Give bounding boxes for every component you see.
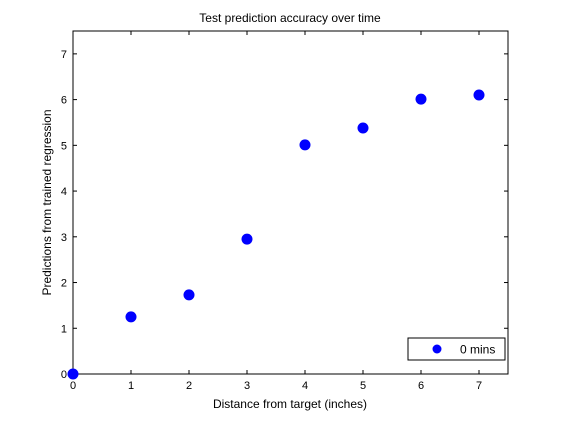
- x-tick-label: 1: [128, 380, 134, 392]
- x-tick-label: 4: [302, 380, 308, 392]
- chart-title: Test prediction accuracy over time: [199, 11, 381, 25]
- plot-area: [72, 30, 509, 375]
- y-tick-label: 2: [61, 278, 67, 290]
- x-tick-label: 5: [360, 380, 366, 392]
- y-tick-label: 0: [61, 369, 67, 381]
- data-point: [415, 93, 427, 105]
- axis-ticks: 0 1 2 3 4 5 6 7 0 1 2 3 4 5 6 7: [61, 31, 508, 392]
- data-point: [183, 289, 195, 301]
- legend-box: [407, 337, 506, 361]
- data-point: [473, 89, 485, 101]
- data-points: [67, 89, 485, 380]
- y-tick-label: 4: [61, 186, 67, 198]
- x-tick-label: 2: [186, 380, 192, 392]
- x-tick-label: 0: [70, 380, 76, 392]
- legend-marker: [432, 344, 442, 354]
- y-tick-label: 3: [61, 232, 67, 244]
- x-tick-label: 3: [244, 380, 250, 392]
- x-tick-label: 7: [476, 380, 482, 392]
- y-tick-label: 7: [61, 49, 67, 61]
- x-tick-label: 6: [418, 380, 424, 392]
- data-point: [241, 233, 253, 245]
- y-tick-label: 6: [61, 95, 67, 107]
- legend-label: 0 mins: [460, 343, 495, 357]
- data-point: [125, 311, 137, 323]
- data-point: [299, 139, 311, 151]
- legend: 0 mins: [407, 337, 506, 361]
- y-tick-label: 1: [61, 323, 67, 335]
- x-axis-label: Distance from target (inches): [213, 397, 367, 411]
- data-point: [357, 122, 369, 134]
- data-point: [67, 368, 79, 380]
- y-tick-label: 5: [61, 140, 67, 152]
- y-axis-label: Predictions from trained regression: [40, 109, 54, 295]
